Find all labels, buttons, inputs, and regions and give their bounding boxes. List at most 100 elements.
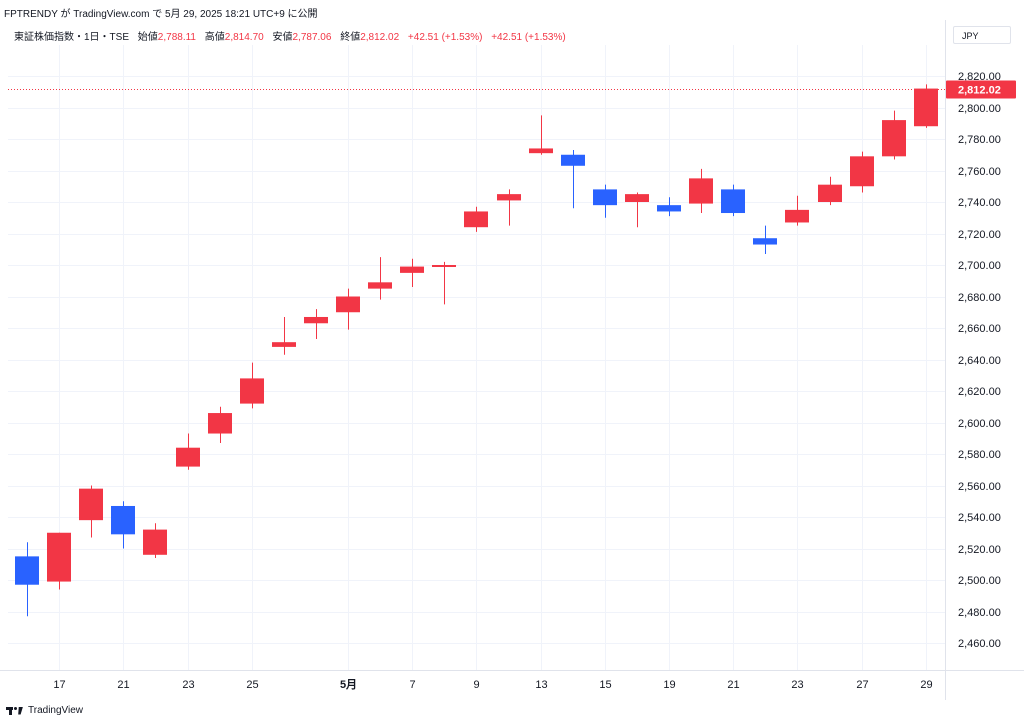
candle-body (304, 316, 328, 324)
last-price-badge (946, 80, 1016, 99)
y-tick-label: 2,620.00 (958, 386, 1001, 398)
y-tick-label: 2,740.00 (958, 197, 1001, 209)
y-tick-label: 2,560.00 (958, 481, 1001, 493)
y-tick-label: 2,700.00 (958, 260, 1001, 272)
candle-body (272, 342, 296, 347)
candle-down (111, 501, 135, 549)
candle-body (818, 184, 842, 202)
y-tick-label: 2,520.00 (958, 544, 1001, 556)
candle-body (208, 413, 232, 434)
candle-up (368, 257, 392, 300)
tradingview-brand: TradingView (28, 705, 84, 716)
x-tick-label: 23 (791, 679, 803, 691)
candle-body (914, 88, 938, 127)
candle-body (111, 505, 135, 535)
candle-body (15, 556, 39, 585)
change-value: +42.51 (+1.53%) (407, 32, 483, 43)
y-tick-label: 2,720.00 (958, 229, 1001, 241)
change-value-2: +42.51 (+1.53%) (491, 32, 566, 43)
candle-up (304, 309, 328, 340)
y-tick-label: 2,800.00 (958, 103, 1001, 115)
candle-body (240, 378, 264, 404)
candle-up (176, 433, 200, 470)
y-tick-label: 2,540.00 (958, 512, 1001, 524)
x-tick-label: 5月 (340, 678, 357, 691)
candle-body (400, 266, 424, 273)
y-tick-label: 2,680.00 (958, 292, 1001, 304)
tradingview-logo-icon (6, 706, 24, 716)
candle-up (914, 84, 938, 128)
candle-body (625, 194, 649, 202)
candle-body (464, 211, 488, 228)
x-tick-label: 27 (856, 679, 868, 691)
x-tick-label: 23 (182, 679, 194, 691)
y-tick-label: 2,460.00 (958, 638, 1001, 650)
candle-down (15, 542, 39, 617)
publish-caption: FPTRENDY が TradingView.com で 5月 29, 2025… (4, 9, 318, 20)
candle-body (336, 296, 360, 313)
candle-up (689, 168, 713, 214)
candle-body (721, 189, 745, 214)
x-tick-label: 7 (409, 679, 415, 691)
open-label: 始値 (137, 32, 158, 43)
candle-body (753, 238, 777, 245)
candle-up (497, 189, 521, 226)
candle-up (336, 288, 360, 330)
candle-body (529, 148, 553, 154)
close-value: 2,812.02 (360, 32, 400, 43)
candle-up (625, 192, 649, 228)
y-tick-label: 2,760.00 (958, 166, 1001, 178)
candle-up (882, 110, 906, 160)
candle-body (689, 178, 713, 204)
x-tick-label: 17 (53, 679, 65, 691)
candle-up (818, 176, 842, 206)
tradingview-logo[interactable]: TradingView (6, 705, 83, 716)
y-tick-label: 2,480.00 (958, 607, 1001, 619)
y-tick-label: 2,780.00 (958, 134, 1001, 146)
open-value: 2,788.11 (157, 32, 196, 43)
y-tick-label: 2,500.00 (958, 575, 1001, 587)
x-tick-label: 25 (246, 679, 258, 691)
low-value: 2,787.06 (292, 32, 332, 43)
candle-body (785, 209, 809, 223)
candle-body (47, 532, 71, 582)
candle-up (432, 261, 456, 305)
y-tick-label: 2,640.00 (958, 355, 1001, 367)
candle-body (561, 154, 585, 166)
candle-up (529, 115, 553, 155)
high-label: 高値 (204, 32, 225, 43)
candle-body (368, 282, 392, 289)
y-tick-label: 2,600.00 (958, 418, 1001, 430)
x-tick-label: 19 (663, 679, 675, 691)
x-tick-label: 9 (473, 679, 479, 691)
candle-body (593, 189, 617, 206)
candle-up (785, 195, 809, 226)
last-price-marker: 2,812.02 (8, 80, 1016, 99)
candle-body (176, 447, 200, 467)
close-label: 終値 (340, 32, 361, 43)
candle-up (143, 523, 167, 558)
candle-up (850, 151, 874, 193)
price-axis: 2,460.00 2,480.00 2,500.00 2,520.00 2,540.00… (958, 71, 1001, 650)
candle-body (79, 488, 103, 521)
candle-down (593, 184, 617, 218)
currency-button[interactable]: JPY (953, 26, 1011, 44)
symbol-name[interactable]: 東証株価指数・1日・TSE (14, 32, 130, 43)
x-tick-label: 29 (920, 679, 932, 691)
candle-down (657, 197, 681, 217)
candle-up (79, 485, 103, 538)
y-tick-label: 2,660.00 (958, 323, 1001, 335)
x-tick-label: 15 (599, 679, 611, 691)
x-tick-label: 21 (727, 679, 739, 691)
x-tick-label: 13 (535, 679, 547, 691)
candle-body (497, 194, 521, 201)
candle-up (272, 316, 296, 355)
chart-legend: 東証株価指数・1日・TSE 始値2,788.11 高値2,814.70 安値2,… (14, 28, 566, 43)
candles (15, 84, 938, 617)
time-axis: 17 21 23 25 5月 7 9 13 15 19 21 23 27 29 (53, 678, 932, 691)
chart-grid (0, 20, 1024, 700)
candle-down (561, 150, 585, 209)
last-price-label: 2,812.02 (958, 85, 1001, 97)
low-label: 安値 (272, 32, 293, 43)
